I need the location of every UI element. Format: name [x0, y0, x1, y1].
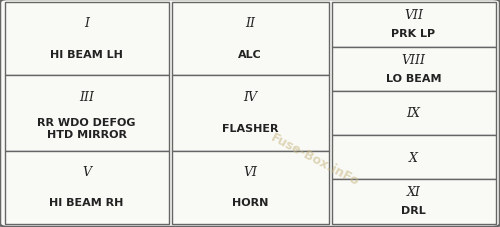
Text: VII: VII [404, 9, 423, 22]
Text: II: II [245, 17, 255, 30]
Bar [332, 136, 496, 180]
Text: PRK LP: PRK LP [392, 29, 436, 39]
Text: Fuse-Box.inFo: Fuse-Box.inFo [268, 130, 362, 188]
Bar [4, 3, 168, 76]
Text: IV: IV [243, 91, 257, 104]
Bar [4, 76, 168, 151]
Text: III: III [79, 91, 94, 104]
Text: RR WDO DEFOG
HTD MIRROR: RR WDO DEFOG HTD MIRROR [38, 118, 136, 139]
Bar [332, 3, 496, 47]
Text: HI BEAM LH: HI BEAM LH [50, 49, 123, 59]
Bar [332, 91, 496, 136]
Text: VIII: VIII [402, 53, 425, 66]
Text: HI BEAM RH: HI BEAM RH [50, 197, 124, 207]
Text: LO BEAM: LO BEAM [386, 73, 442, 83]
Text: IX: IX [406, 107, 420, 120]
Bar [172, 3, 328, 76]
Bar [172, 76, 328, 151]
Bar [172, 151, 328, 224]
Bar [332, 47, 496, 91]
Text: DRL: DRL [401, 205, 426, 215]
Bar [4, 151, 168, 224]
Text: I: I [84, 17, 89, 30]
Text: VI: VI [243, 165, 257, 178]
Text: ALC: ALC [238, 49, 262, 59]
Text: V: V [82, 165, 91, 178]
Text: X: X [409, 151, 418, 164]
Bar [332, 180, 496, 224]
Text: XI: XI [406, 185, 420, 198]
Text: HORN: HORN [232, 197, 268, 207]
Text: FLASHER: FLASHER [222, 123, 278, 133]
